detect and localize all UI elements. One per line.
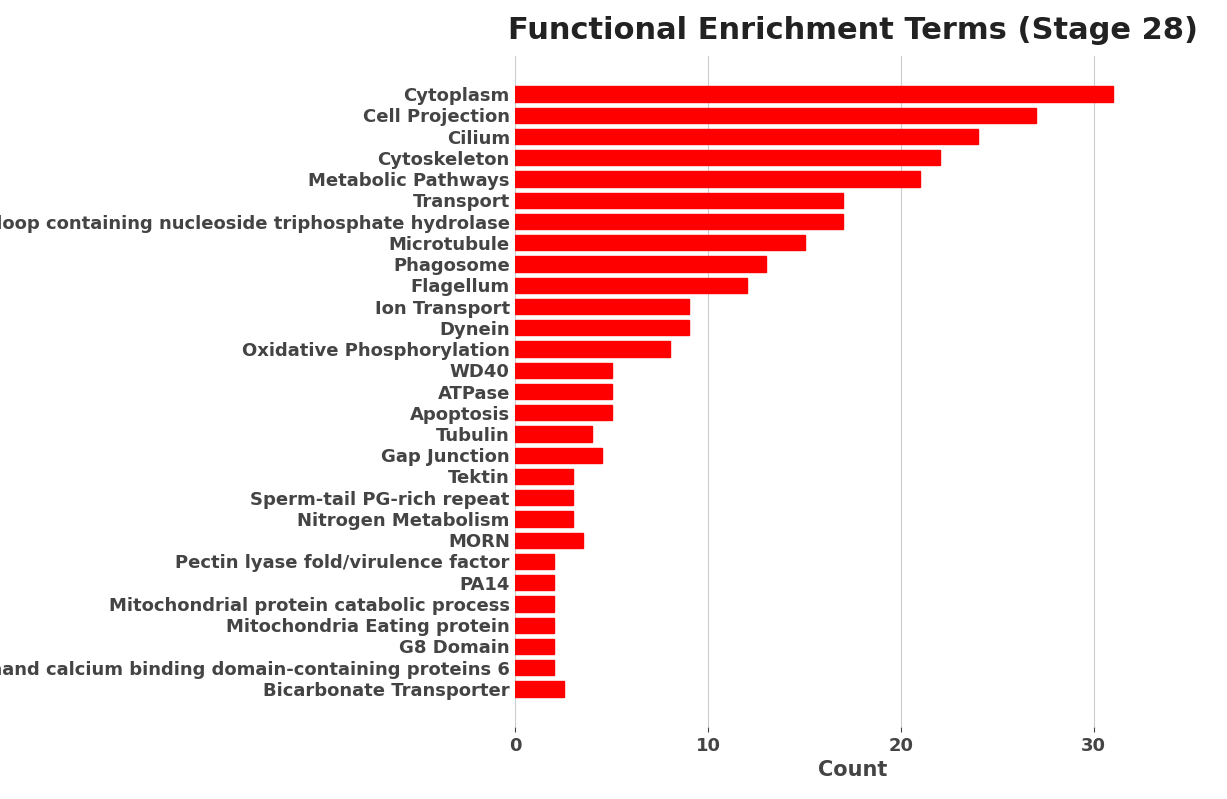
- Bar: [515, 129, 978, 145]
- Bar: [515, 214, 843, 229]
- Bar: [515, 405, 612, 420]
- Bar: [515, 554, 553, 569]
- Bar: [515, 533, 583, 548]
- Bar: [515, 86, 1113, 101]
- Bar: [515, 256, 766, 272]
- Bar: [515, 150, 940, 165]
- Bar: [515, 341, 670, 356]
- Bar: [515, 172, 920, 187]
- Bar: [515, 469, 573, 484]
- Bar: [515, 596, 553, 611]
- Bar: [515, 299, 688, 314]
- Bar: [515, 682, 563, 697]
- Bar: [515, 384, 612, 400]
- Bar: [515, 575, 553, 590]
- Bar: [515, 235, 805, 250]
- Bar: [515, 427, 593, 442]
- Bar: [515, 511, 573, 527]
- X-axis label: Count: Count: [818, 761, 887, 781]
- Bar: [515, 490, 573, 506]
- Bar: [515, 618, 553, 633]
- Title: Functional Enrichment Terms (Stage 28): Functional Enrichment Terms (Stage 28): [508, 16, 1198, 46]
- Bar: [515, 363, 612, 378]
- Bar: [515, 447, 602, 463]
- Bar: [515, 108, 1036, 123]
- Bar: [515, 660, 553, 675]
- Bar: [515, 638, 553, 654]
- Bar: [515, 277, 747, 293]
- Bar: [515, 320, 688, 336]
- Bar: [515, 193, 843, 208]
